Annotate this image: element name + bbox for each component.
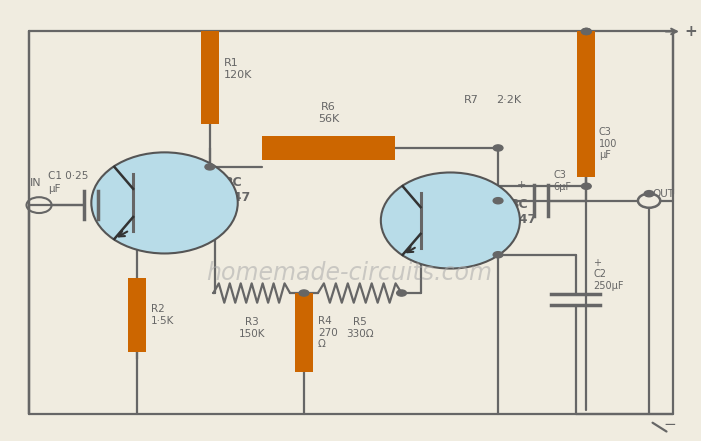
Bar (128, 278, 146, 352)
Circle shape (494, 145, 503, 151)
Text: R2
1·5K: R2 1·5K (151, 304, 174, 326)
Text: R3
150K: R3 150K (238, 317, 265, 339)
Circle shape (494, 198, 503, 204)
Ellipse shape (91, 152, 238, 254)
Text: BC
547: BC 547 (510, 198, 536, 226)
Text: −: − (664, 418, 676, 433)
Circle shape (299, 290, 309, 296)
Bar (577, 120, 595, 176)
Text: 2·2K: 2·2K (496, 95, 521, 105)
Text: μF: μF (48, 184, 60, 194)
Circle shape (581, 28, 591, 34)
Circle shape (205, 164, 215, 170)
Text: IN: IN (29, 178, 41, 187)
Text: C3
100
μF: C3 100 μF (599, 127, 618, 160)
Circle shape (581, 183, 591, 189)
Ellipse shape (381, 172, 520, 269)
Text: BC
547: BC 547 (224, 176, 250, 204)
Bar (295, 293, 313, 372)
Circle shape (581, 28, 591, 34)
Text: +
C2
250μF: + C2 250μF (593, 258, 624, 291)
Text: R5
330Ω: R5 330Ω (346, 317, 374, 339)
Text: C3
6μF: C3 6μF (554, 170, 571, 192)
Text: R6
56K: R6 56K (318, 102, 339, 124)
Circle shape (494, 252, 503, 258)
Text: R7: R7 (464, 95, 479, 105)
Circle shape (638, 194, 660, 208)
Text: +: + (685, 24, 697, 39)
Bar (577, 31, 595, 120)
Bar (200, 31, 219, 124)
Text: R1
120K: R1 120K (224, 58, 252, 80)
Circle shape (644, 191, 654, 197)
Text: R4
270
Ω: R4 270 Ω (318, 316, 338, 349)
Text: OUT: OUT (653, 188, 674, 198)
Text: +: + (583, 105, 591, 115)
Bar (262, 136, 395, 160)
Circle shape (397, 290, 407, 296)
Text: homemade-circuits.com: homemade-circuits.com (206, 261, 492, 285)
Text: C1 0·25: C1 0·25 (48, 171, 88, 181)
Text: +: + (517, 180, 526, 190)
